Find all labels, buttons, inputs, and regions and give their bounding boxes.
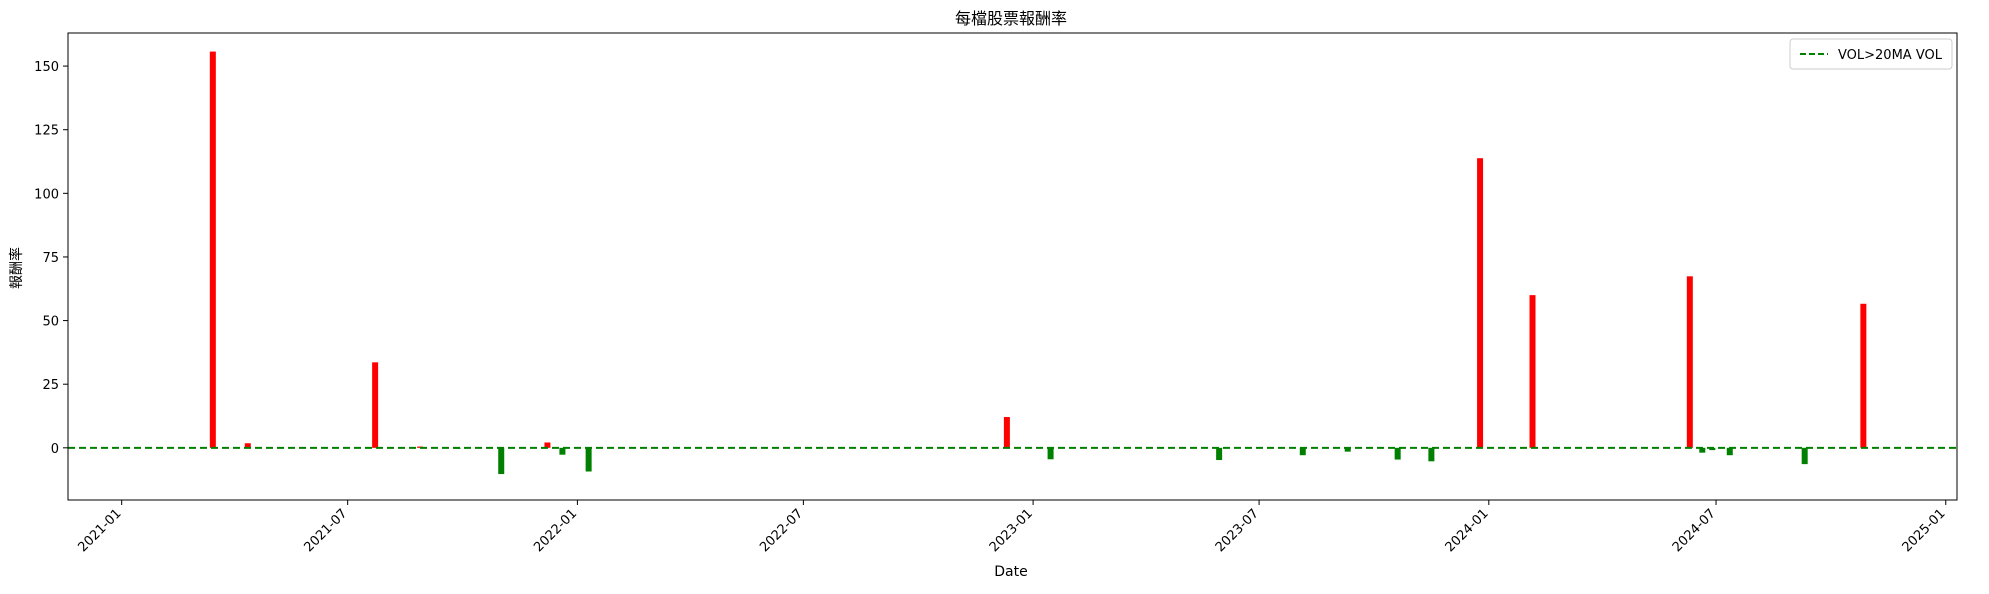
bar-positive: [244, 443, 251, 448]
y-tick-label: 25: [42, 378, 59, 393]
bar-negative: [1699, 447, 1706, 453]
x-tick-label: 2022-01: [531, 506, 580, 555]
y-tick-label: 75: [42, 251, 59, 266]
y-tick-label: 0: [51, 442, 59, 457]
bar-negative: [559, 447, 566, 455]
bar-negative: [1801, 447, 1808, 465]
bar-positive: [1686, 276, 1693, 448]
x-tick-label: 2024-07: [1670, 506, 1719, 555]
plot-frame: [67, 32, 1958, 501]
x-tick-label: 2021-01: [75, 506, 124, 555]
bar-negative: [1299, 447, 1306, 456]
y-axis: 0 25 50 75 100 125 150: [34, 60, 68, 457]
x-tick-label: 2024-01: [1443, 506, 1492, 555]
y-tick-label: 100: [34, 187, 59, 202]
bar-positive: [1477, 158, 1484, 448]
y-tick-label: 50: [42, 315, 59, 330]
bar-positive: [372, 362, 379, 448]
x-tick-label: 2021-07: [301, 506, 350, 555]
bar-positive: [209, 51, 216, 448]
chart-title: 每檔股票報酬率: [955, 9, 1067, 28]
bar-negative: [1047, 447, 1054, 460]
bar-negative: [1726, 447, 1733, 456]
bar-negative: [1428, 447, 1435, 462]
bar-negative: [1709, 447, 1716, 451]
y-tick-label: 150: [34, 60, 59, 75]
bar-negative: [1344, 447, 1351, 452]
bar-negative: [498, 447, 505, 475]
x-tick-label: 2023-01: [987, 506, 1036, 555]
bars-group: [209, 51, 1867, 475]
bar-positive: [1529, 295, 1536, 448]
bar-negative: [585, 447, 592, 472]
x-tick-label: 2022-07: [757, 506, 806, 555]
x-axis: 2021-01 2021-07 2022-01 2022-07 2023-01 2023-…: [75, 500, 1949, 555]
y-tick-label: 125: [34, 124, 59, 139]
x-tick-label: 2025-01: [1900, 506, 1949, 555]
legend-label: VOL>20MA VOL: [1838, 48, 1943, 63]
x-tick-label: 2023-07: [1213, 506, 1262, 555]
legend-box: [1789, 38, 1953, 70]
y-axis-label: 報酬率: [8, 247, 25, 289]
bar-negative: [1394, 447, 1401, 460]
legend: VOL>20MA VOL: [1789, 38, 1953, 70]
bar-positive: [1860, 303, 1867, 448]
bar-positive: [544, 442, 551, 448]
bar-positive: [1003, 417, 1010, 448]
bar-negative: [1216, 447, 1223, 461]
x-axis-label: Date: [994, 564, 1027, 580]
